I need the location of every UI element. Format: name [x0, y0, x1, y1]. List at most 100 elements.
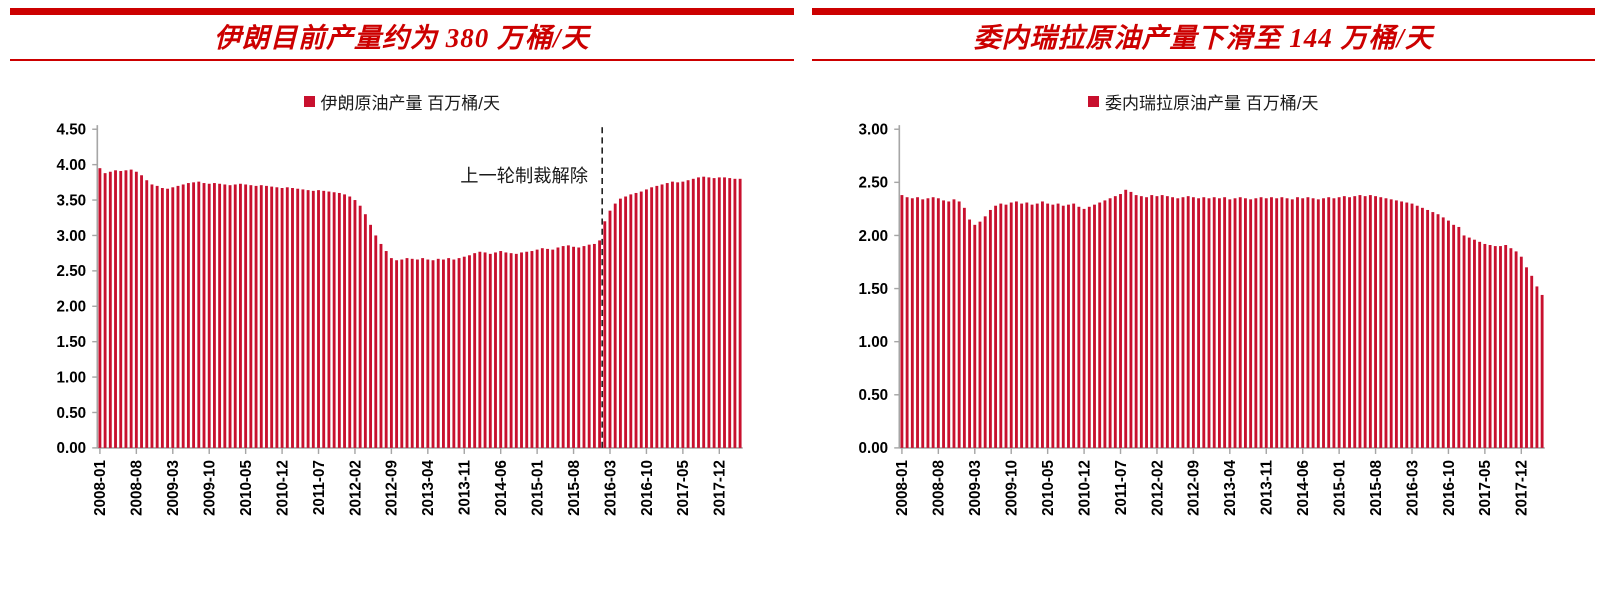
- bar: [285, 187, 289, 449]
- bar: [1534, 286, 1538, 449]
- panel-title-venezuela: 委内瑞拉原油产量下滑至 144 万桶/天: [973, 23, 1433, 53]
- x-tick-label: 2010-05: [238, 460, 255, 516]
- bar: [457, 258, 461, 449]
- bar: [379, 244, 383, 449]
- bar: [645, 189, 648, 449]
- bar: [1082, 209, 1086, 449]
- bar: [1451, 225, 1455, 449]
- bar: [1108, 198, 1112, 449]
- bar: [1144, 197, 1148, 449]
- bar: [478, 252, 482, 449]
- x-tick-label: 2016-03: [602, 460, 619, 516]
- bar: [1482, 244, 1486, 449]
- bar: [1358, 195, 1361, 449]
- bar: [327, 191, 331, 449]
- bar: [514, 254, 518, 449]
- x-tick-label: 2010-12: [1076, 460, 1093, 516]
- bar: [1118, 194, 1122, 449]
- legend-iran: 伊朗原油产量 百万桶/天: [8, 91, 796, 113]
- bar: [1331, 198, 1335, 449]
- bar: [124, 170, 128, 449]
- bar: [915, 197, 919, 449]
- bar: [358, 206, 362, 449]
- bar: [1076, 207, 1080, 449]
- bar: [1290, 199, 1294, 449]
- bar: [993, 206, 997, 449]
- bar: [244, 184, 248, 449]
- bar: [1238, 197, 1242, 449]
- bar: [1311, 198, 1315, 449]
- y-tick-label: 1.00: [858, 334, 888, 351]
- bar: [608, 211, 612, 449]
- bar-chart-iran: 0.00 0.50 1.00 1.50 2.00 2.50 3.00 3.50 4.00 4.50…: [57, 122, 743, 516]
- bar: [270, 186, 274, 449]
- bar: [176, 186, 180, 449]
- bar: [1128, 192, 1132, 449]
- bar: [728, 178, 732, 449]
- bar: [1498, 246, 1502, 449]
- bar: [1196, 198, 1200, 449]
- bar: [1217, 198, 1221, 449]
- bar: [218, 184, 222, 449]
- y-tick-label: 1.00: [57, 370, 87, 387]
- bar: [202, 183, 206, 449]
- panel-title-iran: 伊朗目前产量约为 380 万桶/天: [213, 23, 590, 53]
- bar: [1373, 196, 1377, 449]
- bar: [899, 195, 903, 449]
- bar: [941, 200, 945, 449]
- bar: [1508, 248, 1512, 449]
- bar: [1529, 276, 1533, 449]
- bar: [936, 198, 940, 449]
- bar: [665, 183, 669, 449]
- bar: [1368, 195, 1372, 449]
- bar: [1222, 197, 1226, 449]
- bar: [530, 251, 534, 449]
- bar: [551, 250, 555, 449]
- x-tick-label: 2016-10: [639, 460, 656, 516]
- bar: [301, 189, 305, 449]
- bar: [140, 175, 143, 449]
- y-tick-label: 2.50: [57, 264, 87, 281]
- bar: [1295, 197, 1299, 449]
- bar: [1456, 227, 1460, 449]
- bar: [192, 182, 196, 449]
- bar: [186, 183, 190, 449]
- bar: [103, 173, 107, 449]
- panel-venezuela: 委内瑞拉原油产量下滑至 144 万桶/天 委内瑞拉原油产量 百万桶/天 0.00…: [810, 6, 1598, 589]
- bar: [1540, 295, 1544, 449]
- bar: [134, 172, 138, 449]
- x-tick-label: 2012-09: [1185, 460, 1202, 516]
- bar: [1467, 237, 1471, 449]
- bar: [1519, 257, 1523, 449]
- bar-chart-venezuela: 0.00 0.50 1.00 1.50 2.00 2.50 3.00 2008-01 2008-…: [858, 122, 1545, 516]
- bar: [624, 196, 628, 449]
- bar: [723, 177, 726, 449]
- x-tick-label: 2012-02: [1149, 460, 1166, 516]
- bar: [1462, 235, 1465, 449]
- bar: [1352, 196, 1356, 449]
- bar: [1092, 205, 1096, 449]
- bar: [1425, 210, 1429, 449]
- bar: [353, 200, 357, 449]
- y-tick-label: 2.00: [57, 299, 87, 316]
- x-tick-label: 2013-04: [1222, 460, 1239, 516]
- panel-iran: 伊朗目前产量约为 380 万桶/天 伊朗原油产量 百万桶/天 0.00 0.50 1…: [8, 6, 796, 589]
- bar: [1201, 197, 1205, 449]
- bar: [1321, 198, 1325, 449]
- annotation-text: 上一轮制裁解除: [460, 165, 588, 186]
- bar: [1436, 214, 1439, 449]
- bar: [738, 179, 742, 449]
- x-tick-label: 2011-07: [311, 460, 328, 515]
- bar: [114, 170, 117, 449]
- bar: [494, 252, 497, 449]
- bar: [1155, 196, 1158, 449]
- title-top-rule: [10, 8, 794, 15]
- bar: [1420, 208, 1424, 449]
- bar: [712, 178, 716, 449]
- bar: [1019, 203, 1023, 449]
- bar: [660, 184, 664, 449]
- bar: [509, 253, 513, 449]
- bar: [197, 182, 201, 449]
- bar: [946, 201, 950, 449]
